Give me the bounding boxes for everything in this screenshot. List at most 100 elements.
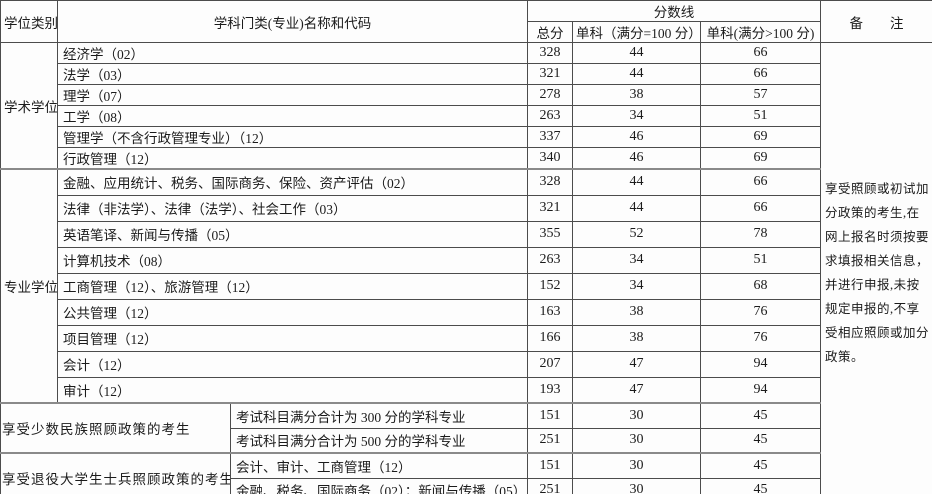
degree-type-cell-academic: 学术学位 bbox=[0, 42, 58, 170]
table-row: 金融、税务、国际商务（02）；新闻与传播（05） 251 30 45 bbox=[1, 477, 932, 494]
header-scoreline: 分数线 bbox=[526, 0, 822, 22]
subject-cell: 理学（07） bbox=[57, 84, 528, 106]
single-gt100-cell: 78 bbox=[699, 220, 822, 248]
header-remark: 备 注 bbox=[820, 0, 932, 43]
degree-type-cell-professional: 专业学位 bbox=[0, 168, 58, 404]
single-max100-cell: 44 bbox=[572, 42, 701, 64]
total-score-cell: 152 bbox=[527, 272, 573, 300]
single-gt100-cell: 45 bbox=[699, 402, 822, 429]
single-max100-cell: 34 bbox=[572, 272, 701, 300]
single-gt100-cell: 51 bbox=[699, 105, 822, 127]
table-row: 公共管理（12） 163 38 76 bbox=[1, 298, 932, 326]
total-score-cell: 340 bbox=[527, 147, 573, 170]
header-total-score: 总分 bbox=[527, 21, 573, 43]
total-score-cell: 263 bbox=[527, 246, 573, 274]
total-score-cell: 355 bbox=[527, 220, 573, 248]
single-gt100-cell: 66 bbox=[699, 42, 822, 64]
subject-cell: 公共管理（12） bbox=[57, 298, 528, 326]
subject-cell: 法学（03） bbox=[57, 63, 528, 85]
subject-cell: 项目管理（12） bbox=[57, 324, 528, 352]
table-row: 工商管理（12）、旅游管理（12） 152 34 68 bbox=[1, 272, 932, 300]
single-gt100-cell: 94 bbox=[699, 376, 822, 404]
single-gt100-cell: 69 bbox=[699, 147, 822, 170]
single-gt100-cell: 69 bbox=[699, 126, 822, 148]
single-max100-cell: 44 bbox=[572, 168, 701, 196]
table-row: 专业学位 金融、应用统计、税务、国际商务、保险、资产评估（02） 328 44 … bbox=[0, 168, 932, 404]
header-row-2: 总分 单科（满分=100 分） 单科(满分>100 分) bbox=[1, 21, 932, 43]
header-single-max100: 单科（满分=100 分） bbox=[572, 21, 701, 43]
single-max100-cell: 38 bbox=[572, 84, 701, 106]
single-max100-cell: 34 bbox=[572, 105, 701, 127]
total-score-cell: 321 bbox=[527, 194, 573, 222]
single-gt100-cell: 76 bbox=[699, 298, 822, 326]
table-row: 法学（03） 321 44 66 bbox=[1, 63, 932, 85]
table-row: 英语笔译、新闻与传播（05） 355 52 78 bbox=[1, 220, 932, 248]
total-score-cell: 337 bbox=[527, 126, 573, 148]
table-row: 会计（12） 207 47 94 bbox=[1, 350, 932, 378]
subject-cell: 管理学（不含行政管理专业）（12） bbox=[57, 126, 528, 148]
total-score-cell: 163 bbox=[527, 298, 573, 326]
subject-cell: 英语笔译、新闻与传播（05） bbox=[57, 220, 528, 248]
remark-note: 享受照顾或初试加分政策的考生,在网上报名时须按要求填报相关信息，并进行申报,未按… bbox=[820, 42, 932, 494]
header-single-gt100: 单科(满分>100 分) bbox=[699, 21, 822, 43]
total-score-cell: 251 bbox=[527, 477, 573, 494]
total-score-cell: 166 bbox=[527, 324, 573, 352]
header-subject-name-code: 学科门类(专业)名称和代码 bbox=[57, 0, 528, 43]
total-score-cell: 278 bbox=[527, 84, 573, 106]
table-row: 理学（07） 278 38 57 bbox=[1, 84, 932, 106]
total-score-cell: 151 bbox=[527, 452, 573, 479]
subject-cell: 会计（12） bbox=[57, 350, 528, 378]
header-degree-type: 学位类别 bbox=[0, 0, 58, 43]
single-gt100-cell: 66 bbox=[699, 63, 822, 85]
single-max100-cell: 30 bbox=[572, 402, 701, 429]
table-row: 工学（08） 263 34 51 bbox=[1, 105, 932, 127]
single-max100-cell: 44 bbox=[572, 63, 701, 85]
single-max100-cell: 46 bbox=[572, 126, 701, 148]
single-max100-cell: 52 bbox=[572, 220, 701, 248]
table-row: 享受少数民族照顾政策的考生 考试科目满分合计为 300 分的学科专业 151 3… bbox=[0, 402, 932, 454]
single-gt100-cell: 57 bbox=[699, 84, 822, 106]
single-max100-cell: 30 bbox=[572, 452, 701, 479]
subject-cell: 审计（12） bbox=[57, 376, 528, 404]
group-label-minority: 享受少数民族照顾政策的考生 bbox=[0, 402, 231, 454]
subject-cell: 考试科目满分合计为 300 分的学科专业 bbox=[230, 402, 528, 429]
total-score-cell: 263 bbox=[527, 105, 573, 127]
total-score-cell: 251 bbox=[527, 427, 573, 454]
table-row: 法律（非法学）、法律（法学）、社会工作（03） 321 44 66 bbox=[1, 194, 932, 222]
group-label-veteran: 享受退役大学生士兵照顾政策的考生 bbox=[0, 452, 231, 494]
single-max100-cell: 30 bbox=[572, 477, 701, 494]
total-score-cell: 328 bbox=[527, 168, 573, 196]
subject-cell: 考试科目满分合计为 500 分的学科专业 bbox=[230, 427, 528, 454]
total-score-cell: 151 bbox=[527, 402, 573, 429]
single-max100-cell: 47 bbox=[572, 376, 701, 404]
subject-cell: 行政管理（12） bbox=[57, 147, 528, 170]
subject-cell: 工学（08） bbox=[57, 105, 528, 127]
subject-cell: 工商管理（12）、旅游管理（12） bbox=[57, 272, 528, 300]
single-gt100-cell: 66 bbox=[699, 168, 822, 196]
single-max100-cell: 47 bbox=[572, 350, 701, 378]
single-max100-cell: 38 bbox=[572, 298, 701, 326]
subject-cell: 金融、税务、国际商务（02）；新闻与传播（05） bbox=[230, 477, 528, 494]
single-gt100-cell: 94 bbox=[699, 350, 822, 378]
subject-cell: 法律（非法学）、法律（法学）、社会工作（03） bbox=[57, 194, 528, 222]
table-row: 享受退役大学生士兵照顾政策的考生 会计、审计、工商管理（12） 151 30 4… bbox=[0, 452, 932, 494]
total-score-cell: 193 bbox=[527, 376, 573, 404]
single-max100-cell: 38 bbox=[572, 324, 701, 352]
single-max100-cell: 30 bbox=[572, 427, 701, 454]
table-row: 项目管理（12） 166 38 76 bbox=[1, 324, 932, 352]
table-row: 行政管理（12） 340 46 69 bbox=[1, 147, 932, 170]
total-score-cell: 207 bbox=[527, 350, 573, 378]
subject-cell: 经济学（02） bbox=[57, 42, 528, 64]
total-score-cell: 328 bbox=[527, 42, 573, 64]
single-gt100-cell: 45 bbox=[699, 452, 822, 479]
single-gt100-cell: 68 bbox=[699, 272, 822, 300]
table-row: 学术学位 经济学（02） 328 44 66 享受照顾或初试加分政策的考生,在网… bbox=[0, 42, 932, 494]
subject-cell: 金融、应用统计、税务、国际商务、保险、资产评估（02） bbox=[57, 168, 528, 196]
table-row: 计算机技术（08） 263 34 51 bbox=[1, 246, 932, 274]
single-gt100-cell: 76 bbox=[699, 324, 822, 352]
single-gt100-cell: 45 bbox=[699, 477, 822, 494]
table-row: 审计（12） 193 47 94 bbox=[1, 376, 932, 404]
header-row-1: 学位类别 学科门类(专业)名称和代码 分数线 备 注 bbox=[0, 0, 932, 43]
